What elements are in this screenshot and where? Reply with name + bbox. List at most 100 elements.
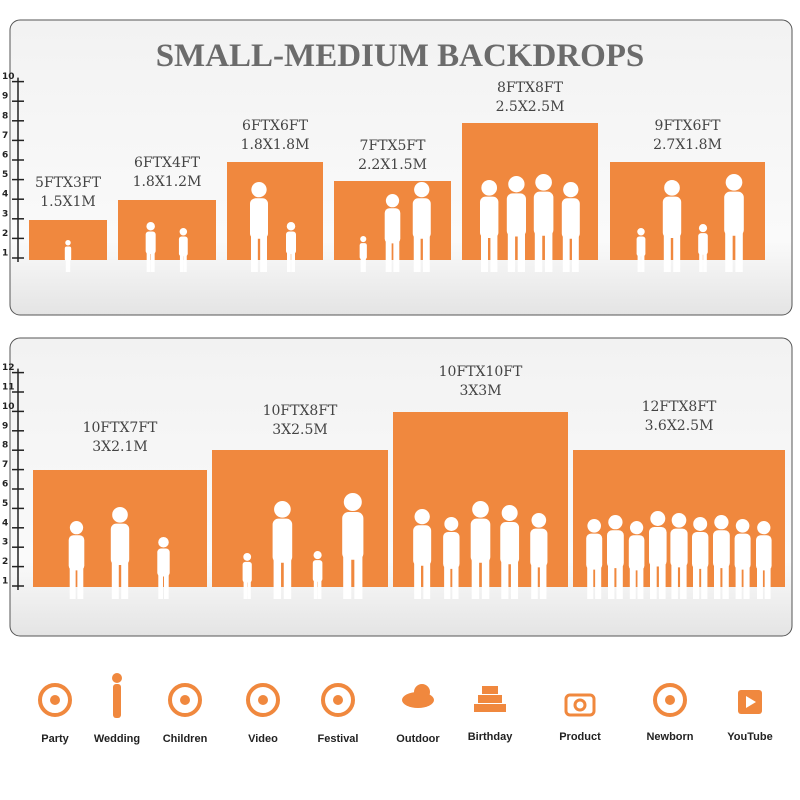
silhouette — [247, 578, 251, 599]
backdrop-size: 8FTX8FT — [497, 80, 564, 96]
silhouette — [673, 230, 681, 272]
icon-label: Party — [41, 733, 69, 745]
ruler-label: 2 — [2, 557, 8, 567]
silhouette — [422, 231, 430, 272]
silhouette — [146, 249, 151, 272]
silhouette — [500, 521, 520, 565]
silhouette — [658, 559, 666, 599]
ruler-label: 5 — [2, 499, 8, 509]
icon-label: Festival — [318, 733, 359, 745]
silhouette — [110, 523, 130, 566]
silhouette — [274, 501, 291, 518]
ruler-label: 7 — [2, 131, 8, 141]
silhouette — [342, 512, 364, 560]
silhouette — [698, 224, 708, 233]
silhouette — [77, 563, 84, 599]
ruler-label: 6 — [2, 151, 8, 161]
silhouette — [501, 505, 518, 521]
icon — [180, 695, 190, 705]
ruler-label: 3 — [2, 209, 8, 219]
backdrop-metric: 2.5X2.5M — [496, 99, 565, 115]
silhouette — [313, 577, 318, 599]
silhouette — [641, 252, 645, 272]
silhouette — [562, 231, 570, 272]
silhouette — [650, 559, 657, 599]
silhouette — [470, 518, 491, 563]
silhouette — [179, 228, 188, 236]
icon — [474, 704, 506, 712]
icon — [414, 684, 430, 700]
backdrop-size: 10FTX8FT — [263, 403, 338, 419]
silhouette — [312, 560, 323, 582]
icon — [258, 695, 268, 705]
silhouette — [616, 561, 623, 599]
silhouette — [725, 227, 733, 272]
icon — [168, 683, 202, 717]
silhouette — [735, 519, 750, 533]
silhouette — [692, 531, 709, 569]
ruler-label: 8 — [2, 441, 8, 451]
ruler-label: 1 — [2, 249, 8, 259]
icon — [246, 683, 280, 717]
icon — [321, 683, 355, 717]
silhouette — [481, 180, 498, 196]
silhouette — [490, 230, 498, 272]
silhouette — [561, 198, 580, 239]
silhouette — [734, 533, 751, 570]
silhouette — [680, 560, 687, 599]
silhouette — [178, 236, 188, 257]
silhouette — [724, 191, 744, 236]
backdrop-metric: 3X3M — [459, 383, 501, 399]
backdrop — [227, 162, 323, 260]
silhouette — [608, 561, 615, 599]
silhouette — [251, 231, 258, 272]
icon — [38, 683, 72, 717]
ruler-label: 4 — [2, 190, 8, 200]
silhouette — [471, 554, 480, 599]
silhouette — [587, 519, 601, 533]
silhouette — [698, 233, 708, 255]
silhouette — [343, 493, 362, 512]
silhouette — [183, 252, 187, 272]
icon-label: Birthday — [468, 731, 514, 743]
silhouette — [713, 530, 730, 569]
icon — [665, 695, 675, 705]
icon — [564, 693, 596, 717]
silhouette — [69, 563, 76, 599]
icon — [653, 683, 687, 717]
ruler-label: 2 — [2, 229, 8, 239]
silhouette — [283, 554, 292, 599]
ruler-label: 5 — [2, 170, 8, 180]
silhouette — [531, 560, 538, 599]
silhouette — [517, 228, 525, 272]
silhouette — [743, 563, 750, 599]
silhouette — [507, 228, 516, 272]
icon — [746, 696, 756, 708]
icon-label: Product — [559, 731, 601, 743]
silhouette — [539, 560, 547, 599]
silhouette — [243, 553, 252, 561]
silhouette — [251, 182, 267, 198]
backdrop-metric: 3X2.5M — [272, 422, 327, 438]
silhouette — [363, 255, 366, 272]
icon — [112, 673, 122, 683]
ruler-label: 3 — [2, 538, 8, 548]
backdrop-size: 10FTX10FT — [439, 364, 523, 380]
silhouette — [354, 551, 363, 599]
backdrop-size: 10FTX7FT — [83, 420, 158, 436]
silhouette — [413, 525, 432, 566]
silhouette — [317, 577, 322, 599]
silhouette — [534, 227, 543, 272]
silhouette — [636, 236, 646, 257]
silhouette — [756, 535, 772, 571]
silhouette — [764, 563, 771, 599]
silhouette — [146, 222, 155, 231]
silhouette — [533, 191, 554, 236]
silhouette — [112, 507, 128, 523]
backdrop-size: 6FTX4FT — [134, 155, 201, 171]
silhouette — [649, 526, 667, 567]
silhouette — [412, 198, 431, 239]
silhouette — [360, 255, 364, 272]
icon — [113, 684, 121, 718]
